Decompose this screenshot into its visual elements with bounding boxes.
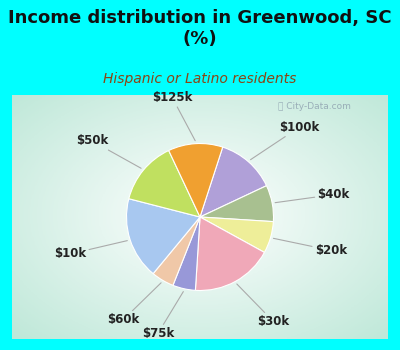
Wedge shape	[200, 147, 266, 217]
Wedge shape	[129, 150, 200, 217]
Text: $75k: $75k	[142, 292, 183, 340]
Text: $60k: $60k	[107, 283, 161, 327]
Text: ⓘ City-Data.com: ⓘ City-Data.com	[278, 102, 351, 111]
Text: Income distribution in Greenwood, SC
(%): Income distribution in Greenwood, SC (%)	[8, 9, 392, 48]
Text: $100k: $100k	[250, 121, 319, 160]
Text: $50k: $50k	[76, 134, 141, 168]
Text: $20k: $20k	[274, 238, 347, 257]
Text: $30k: $30k	[237, 284, 290, 328]
Wedge shape	[169, 144, 223, 217]
Text: $40k: $40k	[275, 188, 350, 203]
Text: $125k: $125k	[152, 91, 195, 141]
Wedge shape	[200, 186, 274, 222]
Wedge shape	[200, 217, 273, 252]
Text: Hispanic or Latino residents: Hispanic or Latino residents	[103, 72, 297, 86]
Wedge shape	[126, 199, 200, 274]
Wedge shape	[195, 217, 264, 290]
Wedge shape	[153, 217, 200, 285]
Wedge shape	[173, 217, 200, 290]
Text: $10k: $10k	[54, 240, 127, 260]
